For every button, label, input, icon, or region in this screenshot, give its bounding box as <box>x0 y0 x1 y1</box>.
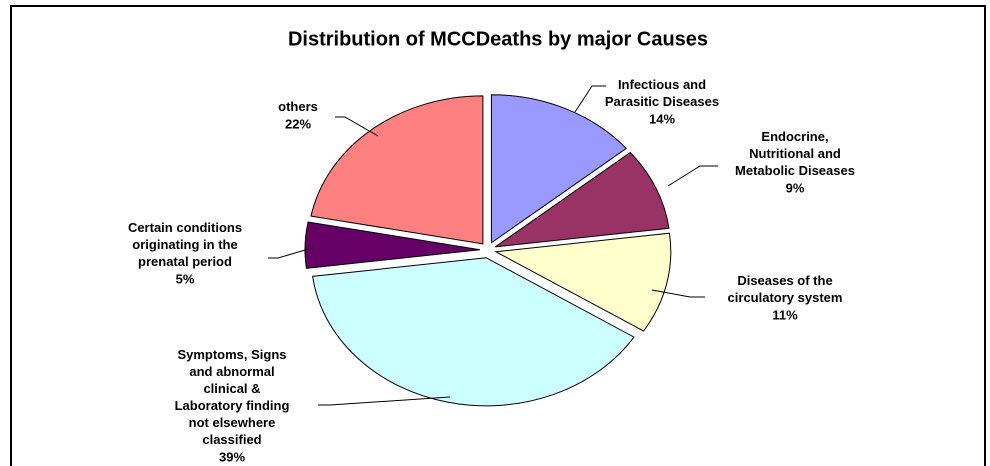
slice-value-label: 11% <box>772 307 798 322</box>
slice-value-label: 39% <box>219 449 245 464</box>
slice-value-label: 9% <box>786 180 805 195</box>
slice-value-label: 5% <box>176 271 195 286</box>
pie-slice <box>490 94 628 244</box>
leader-line <box>268 247 313 259</box>
leader-line <box>667 165 718 187</box>
slice-label: Endocrine, Nutritional and Metabolic Disea… <box>735 129 855 178</box>
leader-line <box>651 289 705 298</box>
slice-value-label: 22% <box>285 116 311 131</box>
slice-label: Symptoms, Signs and abnormal clinical & Lab… <box>175 347 290 447</box>
leader-line <box>318 396 451 406</box>
slice-label: Infectious and Parasitic Diseases <box>605 77 719 109</box>
pie-slice <box>494 232 672 332</box>
slice-value-label: 14% <box>649 111 675 126</box>
pie-slice <box>304 221 481 269</box>
slice-label: Certain conditions originating in the pren… <box>128 220 242 269</box>
slice-label: others <box>278 99 318 114</box>
slice-label: Diseases of the circulatory system <box>728 273 843 305</box>
leader-line <box>574 85 606 113</box>
pie-slice <box>312 257 635 407</box>
leader-line <box>335 116 379 137</box>
pie-slice <box>310 95 484 245</box>
chart-title: Distribution of MCCDeaths by major Cause… <box>288 28 708 50</box>
pie-slice <box>495 151 670 248</box>
